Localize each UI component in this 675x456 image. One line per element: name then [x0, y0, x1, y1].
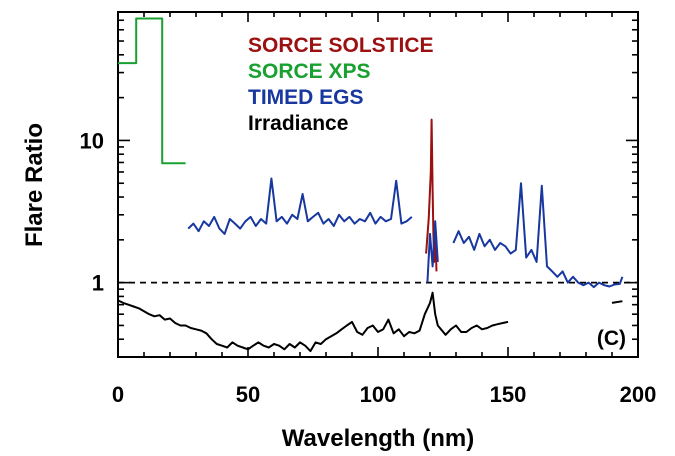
x-tick-label: 0 — [112, 382, 124, 407]
x-tick-label: 200 — [620, 382, 657, 407]
x-tick-label: 150 — [490, 382, 527, 407]
legend-entry: SORCE SOLSTICE — [248, 34, 434, 57]
legend: SORCE SOLSTICE SORCE XPS TIMED EGS Irradian… — [248, 34, 434, 135]
legend-entry: TIMED EGS — [248, 86, 364, 109]
y-axis-label: Flare Ratio — [21, 123, 48, 247]
x-axis-label: Wavelength (nm) — [282, 425, 474, 452]
x-tick-label: 50 — [236, 382, 260, 407]
legend-entry: SORCE XPS — [248, 60, 371, 83]
plot-frame — [117, 11, 639, 358]
series-sorce-xps — [118, 17, 186, 165]
x-tick-label: 100 — [360, 382, 397, 407]
series-layer — [117, 17, 624, 353]
panel-label: (C) — [597, 327, 626, 350]
y-tick-label: 10 — [80, 128, 104, 153]
series-timed-egs — [187, 177, 624, 289]
y-tick-label: 1 — [92, 271, 104, 296]
legend-entry: Irradiance — [248, 112, 348, 135]
series-irradiance — [117, 291, 623, 353]
